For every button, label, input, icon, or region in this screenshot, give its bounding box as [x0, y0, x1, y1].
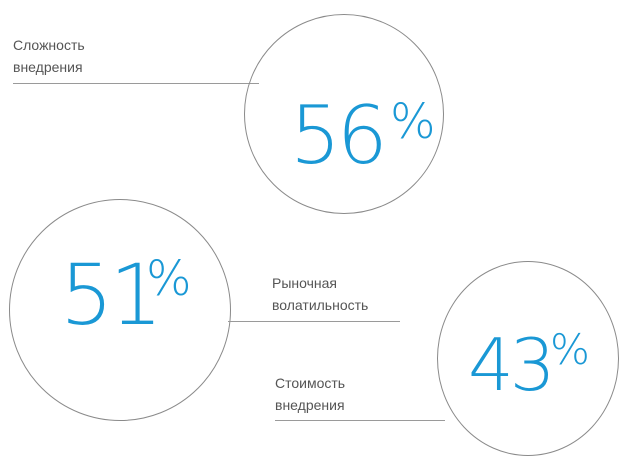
- percent-sign: %: [390, 94, 436, 150]
- stat-label-line: Сложность: [13, 37, 85, 53]
- stat-label-line: Рыночная: [272, 275, 338, 291]
- stat-label-line: внедрения: [13, 59, 83, 75]
- stat-number: 43: [468, 323, 556, 407]
- stat-value: 43%: [468, 329, 590, 402]
- stat-value: 56%: [290, 96, 436, 176]
- stat-label-line: волатильность: [272, 297, 369, 313]
- percent-sign: %: [550, 325, 590, 374]
- stat-number: 51: [60, 246, 163, 344]
- label-rule: [275, 420, 445, 421]
- stat-value: 51%: [60, 253, 192, 337]
- stat-circle: [244, 14, 444, 214]
- stat-circle: [437, 261, 619, 456]
- stat-label: Сложность внедрения: [13, 34, 85, 78]
- percent-sign: %: [146, 251, 192, 307]
- stat-number: 56: [290, 89, 388, 182]
- stat-label-line: Стоимость: [275, 375, 346, 391]
- stat-circle: [9, 199, 231, 421]
- stat-label: Стоимость внедрения: [275, 372, 345, 416]
- stat-label: Рыночная волатильность: [272, 272, 368, 316]
- label-rule: [13, 83, 259, 84]
- label-rule: [228, 321, 400, 322]
- stat-label-line: внедрения: [275, 397, 345, 413]
